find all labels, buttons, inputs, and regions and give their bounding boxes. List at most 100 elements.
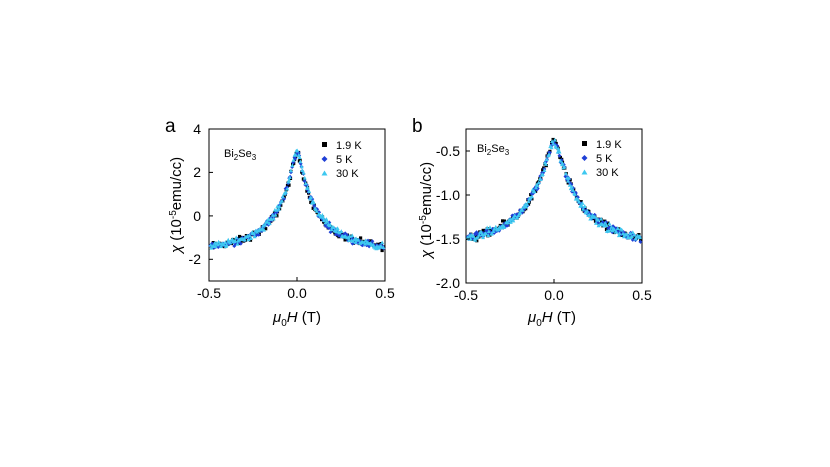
sample-a-bi: Bi bbox=[224, 148, 234, 160]
data-point bbox=[606, 228, 611, 233]
data-point bbox=[536, 180, 541, 185]
data-point bbox=[325, 219, 330, 224]
data-point bbox=[489, 231, 494, 236]
data-point bbox=[328, 230, 333, 235]
data-point bbox=[600, 219, 604, 223]
data-point bbox=[547, 152, 552, 157]
data-point bbox=[359, 236, 363, 240]
data-point bbox=[215, 242, 220, 247]
legend-label-a-2: 30 K bbox=[336, 168, 359, 180]
data-point bbox=[526, 202, 531, 206]
data-point bbox=[552, 137, 557, 142]
legend-marker-b-2 bbox=[581, 169, 588, 175]
data-point bbox=[609, 224, 614, 229]
x-axis-unit-b: (T) bbox=[553, 309, 576, 326]
sample-b-bi: Bi bbox=[477, 143, 487, 155]
data-point bbox=[248, 238, 253, 242]
y-axis-pre-a: (10 bbox=[168, 219, 185, 245]
sample-label-b: Bi2Se3 bbox=[477, 143, 510, 157]
y-tick-label-a-0: -2 bbox=[189, 251, 202, 267]
data-point bbox=[538, 177, 543, 182]
data-point bbox=[529, 194, 534, 199]
data-point bbox=[579, 203, 584, 208]
data-point bbox=[256, 232, 261, 237]
data-point bbox=[551, 141, 556, 146]
data-point bbox=[585, 208, 590, 213]
data-point bbox=[247, 233, 252, 238]
data-point bbox=[287, 175, 292, 180]
data-point bbox=[541, 168, 545, 172]
data-point bbox=[520, 208, 525, 212]
y-axis-symbol-a: χ bbox=[168, 244, 185, 255]
panel-label-a: a bbox=[165, 116, 176, 137]
data-point bbox=[557, 149, 562, 154]
data-point bbox=[491, 229, 496, 234]
data-point bbox=[280, 194, 285, 199]
y-axis-exp-b: -5 bbox=[418, 215, 429, 224]
data-point bbox=[637, 235, 642, 240]
data-point bbox=[599, 216, 604, 221]
data-point bbox=[228, 240, 233, 245]
data-point bbox=[566, 175, 571, 180]
data-point bbox=[615, 226, 620, 230]
data-point bbox=[556, 146, 561, 151]
data-point bbox=[624, 232, 629, 236]
data-point bbox=[286, 179, 291, 184]
data-point bbox=[213, 244, 218, 249]
legend-label-a-1: 5 K bbox=[336, 154, 353, 166]
data-point bbox=[596, 217, 601, 222]
data-point bbox=[314, 209, 319, 213]
x-axis-var-b: H bbox=[542, 309, 553, 326]
data-point bbox=[324, 217, 329, 221]
data-point bbox=[265, 219, 270, 224]
data-point bbox=[533, 185, 538, 190]
data-point bbox=[481, 235, 486, 240]
data-point bbox=[475, 239, 479, 243]
data-point bbox=[566, 178, 571, 183]
data-point bbox=[617, 231, 622, 236]
data-point bbox=[262, 227, 267, 232]
data-point bbox=[596, 223, 601, 228]
data-point bbox=[293, 152, 298, 157]
y-tick-label-a-3: 4 bbox=[193, 121, 201, 137]
data-point bbox=[380, 240, 385, 245]
data-point bbox=[311, 200, 316, 205]
sample-a-se: Se bbox=[238, 148, 251, 160]
x-axis-sub-a: 0 bbox=[281, 318, 287, 329]
x-axis-symbol-b: μ bbox=[527, 309, 536, 326]
data-point bbox=[353, 240, 358, 244]
x-axis-symbol-a: μ bbox=[272, 309, 281, 326]
data-point bbox=[280, 198, 285, 203]
data-point bbox=[322, 220, 326, 224]
data-point bbox=[302, 175, 307, 180]
data-point bbox=[331, 225, 336, 230]
sample-a-sub2: 3 bbox=[252, 153, 257, 162]
data-point bbox=[348, 236, 353, 241]
data-point bbox=[305, 184, 310, 189]
data-point bbox=[582, 204, 587, 208]
data-point bbox=[221, 242, 226, 247]
data-point bbox=[297, 155, 302, 160]
data-point bbox=[223, 240, 228, 245]
data-point bbox=[593, 214, 598, 219]
y-axis-post-a: emu/cc) bbox=[168, 157, 185, 210]
data-point bbox=[233, 238, 238, 243]
data-point bbox=[298, 159, 303, 164]
data-point bbox=[323, 220, 328, 225]
data-point bbox=[251, 231, 256, 236]
y-axis-pre-b: (10 bbox=[418, 224, 435, 250]
data-point bbox=[569, 184, 574, 189]
data-point bbox=[580, 201, 585, 205]
y-tick-label-b-1: -1.5 bbox=[436, 231, 460, 247]
data-point bbox=[242, 237, 247, 242]
data-point bbox=[486, 233, 491, 238]
x-axis-unit-a: (T) bbox=[298, 309, 321, 326]
data-point bbox=[572, 192, 577, 196]
data-point bbox=[532, 189, 537, 194]
data-point bbox=[606, 221, 610, 225]
legend-a: 1.9 K 5 K 30 K bbox=[321, 140, 362, 180]
data-point bbox=[235, 241, 240, 246]
x-axis-title-a: μ0H (T) bbox=[272, 309, 321, 329]
panel-a: a -0.5 0.0 0.5 -2 0 2 4 μ0H (T) χ (10-5e… bbox=[165, 116, 395, 329]
data-point bbox=[371, 242, 376, 247]
